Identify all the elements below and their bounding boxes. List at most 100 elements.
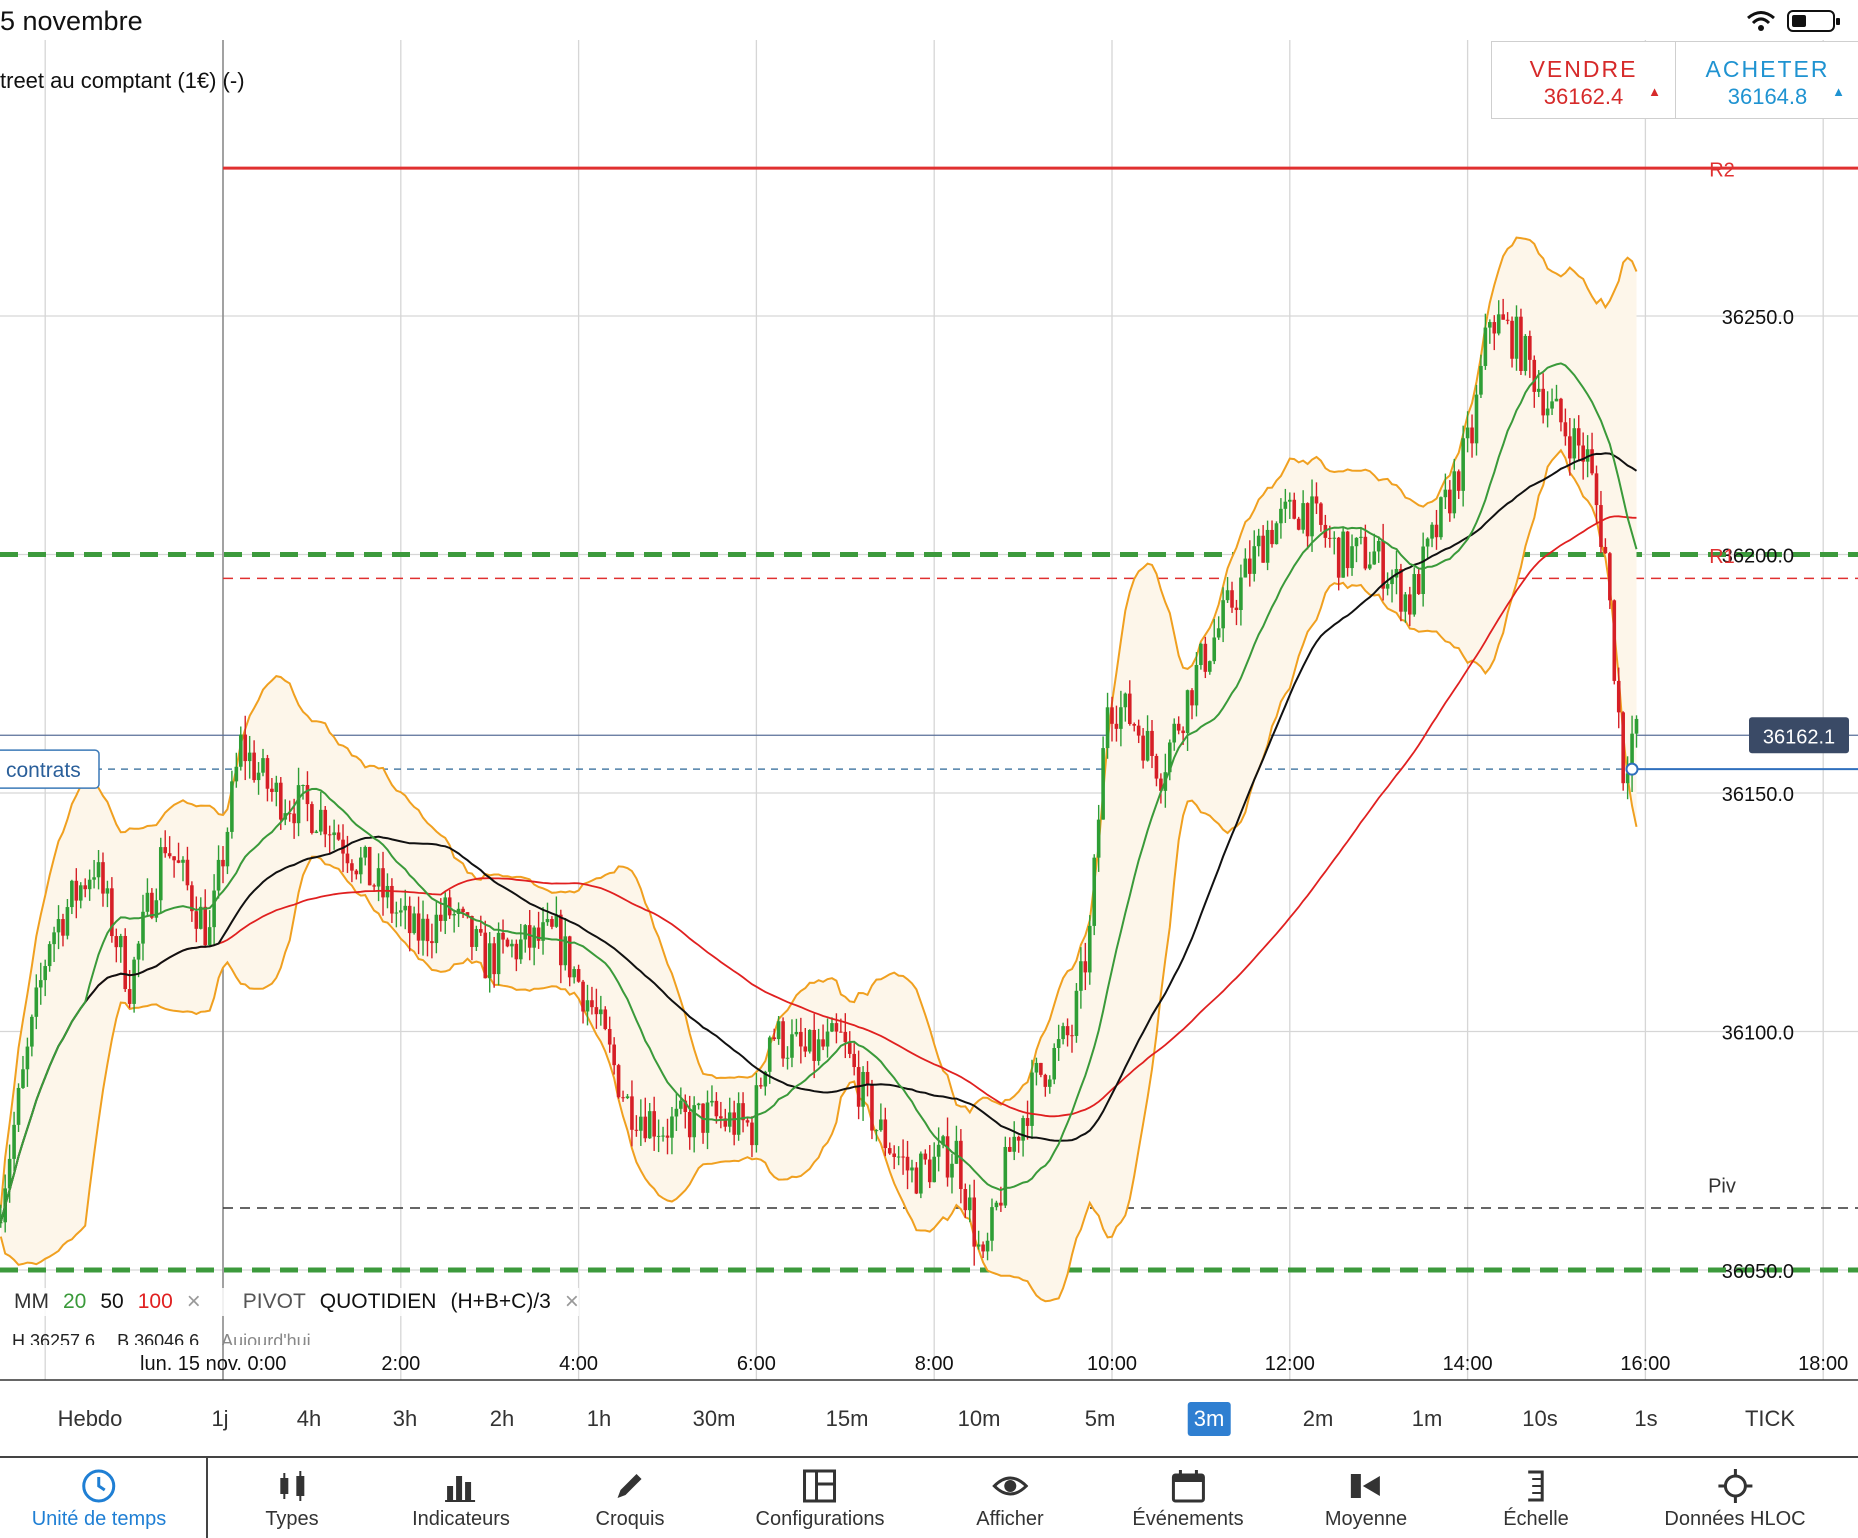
candle-body (1328, 537, 1332, 539)
candle-body (1150, 730, 1154, 756)
candle-body (127, 989, 132, 1004)
candle-body (1070, 1035, 1074, 1037)
candle-body (1381, 540, 1385, 589)
timeframe-2m[interactable]: 2m (1302, 1406, 1334, 1431)
candle-body (1479, 365, 1483, 395)
candle-body (158, 847, 163, 901)
toolbar-layout[interactable]: Configurations (756, 1458, 884, 1538)
toolbar-calendar[interactable]: Événements (1132, 1458, 1244, 1538)
candle-body (110, 888, 114, 937)
timeframe-5m[interactable]: 5m (1084, 1406, 1116, 1431)
timeframe-1m[interactable]: 1m (1411, 1406, 1443, 1431)
candle-body (1247, 558, 1252, 574)
pencil-icon (617, 1474, 642, 1498)
candle-body (1630, 733, 1634, 774)
toolbar-candles[interactable]: Types (265, 1458, 319, 1538)
timeframe-2h[interactable]: 2h (489, 1406, 515, 1431)
candle-body (963, 1189, 968, 1211)
candle-body (1172, 723, 1177, 743)
remove-mm-icon[interactable]: × (186, 1288, 201, 1315)
candle-body (261, 758, 265, 773)
candle-body (1576, 428, 1581, 446)
candle-body (1492, 322, 1497, 334)
candle-body (541, 922, 545, 941)
timeframe-10s[interactable]: 10s (1522, 1406, 1558, 1431)
candle-body (1096, 819, 1101, 858)
candle-body (167, 853, 172, 857)
candle-body (1105, 707, 1110, 749)
legend-mm-100: 100 (137, 1290, 173, 1313)
candle-body (1034, 1062, 1039, 1073)
candle-body (314, 831, 319, 833)
candle-body (830, 1023, 834, 1032)
candle-body (803, 1046, 808, 1052)
buy-arrow-icon: ▲ (1832, 84, 1845, 99)
candle-body (474, 929, 479, 947)
x-tick-label: 10:00 (1087, 1353, 1137, 1375)
candle-body (425, 918, 430, 942)
candle-body (550, 919, 554, 927)
candle-body (30, 1016, 34, 1047)
candle-body (1514, 316, 1519, 359)
sell-button[interactable]: VENDRE 36162.4 ▲ (1492, 42, 1675, 118)
candle-body (1256, 535, 1261, 547)
candle-body (154, 900, 159, 918)
candle-body (1559, 398, 1563, 423)
timeframe-4h[interactable]: 4h (296, 1406, 322, 1431)
toolbar-crosshair[interactable]: Données HLOC (1664, 1458, 1806, 1538)
candle-body (412, 913, 416, 934)
candle-body (1568, 436, 1572, 459)
toolbar-label: Afficher (976, 1508, 1044, 1530)
timeframe-1j[interactable]: 1j (211, 1406, 229, 1431)
candle-body (1212, 637, 1217, 662)
y-axis: 36250.0 36200.0 36150.0 36100.0 36050.0 (1722, 307, 1794, 1283)
position-box (0, 749, 100, 789)
timeframe-15m[interactable]: 15m (825, 1406, 869, 1431)
candle-body (1376, 540, 1381, 552)
candle-body (959, 1140, 963, 1190)
buy-label: ACHETER (1705, 56, 1830, 82)
candle-body (607, 1028, 612, 1045)
toolbar-clock[interactable]: Unité de temps (31, 1458, 167, 1538)
toolbar-scale[interactable]: Échelle (1503, 1458, 1569, 1538)
toolbar-label: Unité de temps (31, 1508, 167, 1530)
candle-body (1176, 723, 1181, 731)
candle-body (1532, 359, 1537, 392)
candle-body (1452, 471, 1457, 514)
candle-body (794, 1031, 799, 1035)
timeframe-1h[interactable]: 1h (586, 1406, 612, 1431)
level-label: Piv (1708, 1175, 1736, 1197)
toolbar-average[interactable]: Moyenne (1325, 1458, 1407, 1538)
candle-body (207, 927, 212, 946)
remove-pivot-icon[interactable]: × (564, 1288, 579, 1315)
price-chart[interactable]: 36250.0 36200.0 36150.0 36100.0 36050.0 R2 R1 P… (0, 0, 1858, 1390)
timeframe-hebdo[interactable]: Hebdo (57, 1406, 123, 1431)
timeframe-3h[interactable]: 3h (392, 1406, 418, 1431)
buy-button[interactable]: ACHETER 36164.8 ▲ (1675, 42, 1858, 118)
candle-body (1461, 438, 1465, 491)
toolbar-bars[interactable]: Indicateurs (412, 1458, 510, 1538)
timeframe-10m[interactable]: 10m (957, 1406, 1001, 1431)
candle-body (1154, 755, 1159, 779)
timeframe-3m[interactable]: 3m (1187, 1402, 1231, 1436)
timeframe-1s[interactable]: 1s (1634, 1406, 1658, 1431)
toolbar-eye[interactable]: Afficher (976, 1458, 1044, 1538)
candle-body (865, 1071, 870, 1085)
candle-body (1043, 1074, 1048, 1087)
hlc-low: B 36046.6 (117, 1331, 200, 1345)
toolbar-pencil[interactable]: Croquis (596, 1458, 664, 1538)
candle-body (452, 913, 456, 916)
candle-body (1519, 316, 1523, 371)
bollinger-band-fill (0, 237, 1637, 1302)
candle-body (759, 1085, 763, 1087)
candle-body (652, 1111, 656, 1137)
timeframe-30m[interactable]: 30m (692, 1406, 736, 1431)
candle-body (185, 859, 190, 886)
candle-body (1239, 577, 1243, 611)
timeframe-tick[interactable]: TICK (1744, 1406, 1796, 1431)
candle-body (114, 936, 119, 948)
candle-body (812, 1029, 816, 1061)
candle-body (1470, 427, 1474, 444)
indicator-legend: MM 20 50 100 × PIVOT QUOTIDIEN (H+B+C)/3… (14, 1288, 579, 1316)
candle-body (1207, 661, 1212, 672)
